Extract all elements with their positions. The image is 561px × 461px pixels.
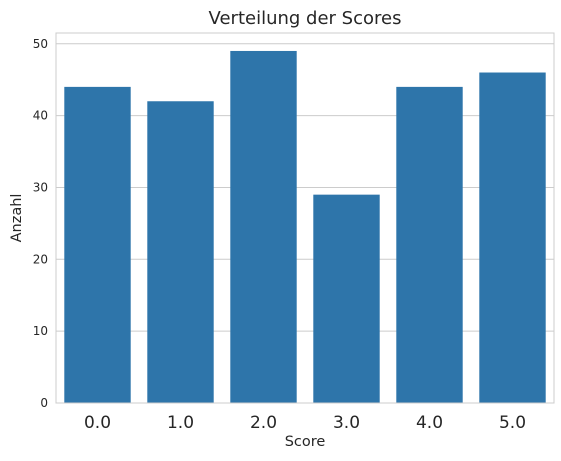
plot-border (55, 32, 555, 404)
bar-1.0 (147, 101, 214, 403)
plot-frame (55, 32, 555, 404)
x-axis-ticks: 0.0 1.0 2.0 3.0 4.0 5.0 (84, 413, 526, 433)
x-tick-label: 0.0 (84, 413, 111, 433)
bar-3.0 (313, 194, 380, 403)
y-axis-label: Anzahl (9, 194, 25, 243)
chart-title: Verteilung der Scores (209, 8, 402, 29)
x-tick-label: 3.0 (333, 413, 360, 433)
bar-2.0 (230, 50, 297, 403)
y-tick-label: 0 (40, 396, 48, 410)
bar-0.0 (64, 86, 131, 404)
y-tick-label: 20 (33, 252, 48, 266)
x-tick-label: 4.0 (416, 413, 443, 433)
x-tick-label: 2.0 (250, 413, 277, 433)
y-tick-label: 30 (33, 180, 48, 194)
x-tick-label: 5.0 (499, 413, 526, 433)
x-tick-label: 1.0 (167, 413, 194, 433)
plot-area (56, 33, 554, 403)
y-tick-label: 50 (33, 37, 48, 51)
bars (64, 50, 546, 404)
y-tick-label: 40 (33, 109, 48, 123)
y-axis-ticks: 0 10 20 30 40 50 (33, 37, 48, 410)
y-tick-label: 10 (33, 324, 48, 338)
x-axis-label: Score (285, 434, 326, 450)
bar-4.0 (396, 86, 463, 404)
bar-5.0 (479, 72, 546, 404)
